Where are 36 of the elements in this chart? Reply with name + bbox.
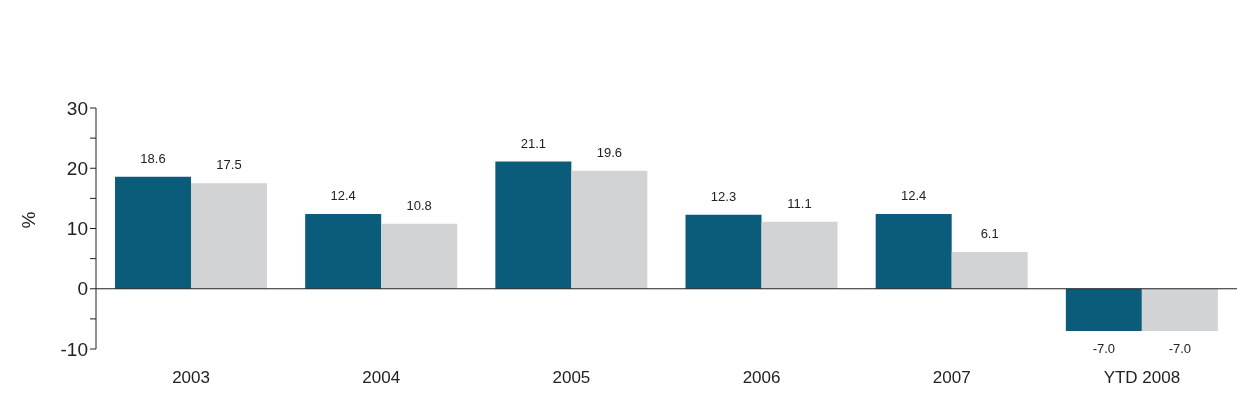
- x-tick-label: YTD 2008: [1103, 368, 1181, 388]
- y-tick-label: 10: [66, 218, 88, 240]
- y-tick-label: 30: [66, 97, 88, 119]
- y-tick-label: -10: [60, 338, 88, 360]
- data-label: 21.1: [520, 135, 547, 151]
- bar: [1141, 288, 1218, 331]
- y-axis-title: %: [17, 211, 39, 229]
- bar: [495, 161, 572, 289]
- bar: [381, 223, 458, 289]
- x-tick-label: 2007: [932, 368, 971, 388]
- data-label: -7.0: [1092, 340, 1116, 356]
- data-label: 6.1: [980, 226, 999, 241]
- bar: [875, 214, 952, 289]
- data-label: 10.8: [406, 197, 432, 213]
- bar: [685, 214, 762, 289]
- x-tick-label: 2003: [172, 368, 210, 388]
- bar: [571, 170, 648, 289]
- data-label: 18.6: [140, 150, 166, 166]
- bar: [191, 183, 268, 289]
- data-label: 17.5: [216, 157, 242, 173]
- x-tick-label: 2005: [552, 368, 591, 388]
- data-label: -7.0: [1168, 340, 1192, 356]
- bar: [951, 252, 1028, 289]
- y-tick-label: 0: [77, 278, 88, 300]
- data-label: 12.4: [330, 188, 356, 204]
- x-tick-label: 2006: [742, 368, 781, 388]
- data-label: 11.1: [787, 195, 812, 211]
- bar: [761, 221, 838, 289]
- y-tick-label: 20: [66, 157, 88, 179]
- data-label: 12.3: [710, 188, 737, 204]
- bar: [1065, 288, 1142, 331]
- x-tick-label: 2004: [362, 368, 401, 388]
- data-label: 12.4: [901, 188, 927, 204]
- data-label: 19.6: [596, 144, 623, 160]
- bar: [305, 214, 382, 289]
- bar: [115, 176, 192, 289]
